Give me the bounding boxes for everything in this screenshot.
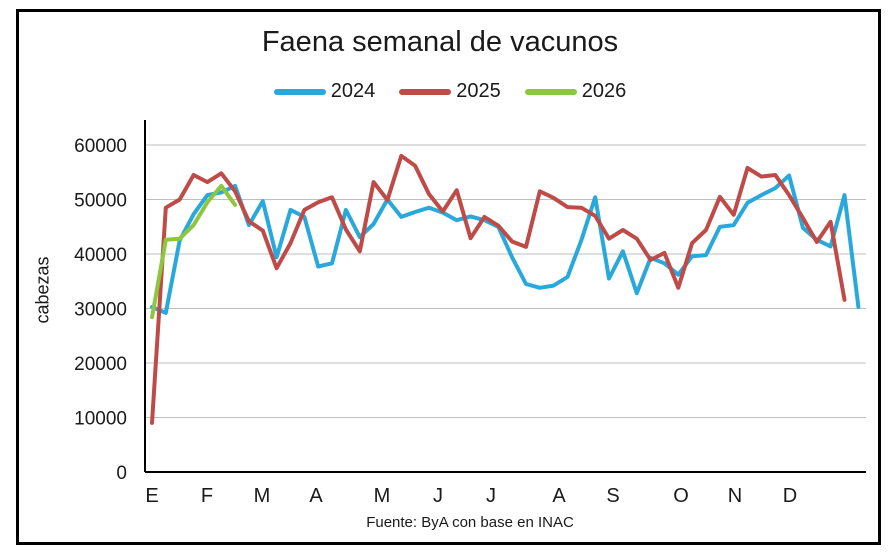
x-tick-label-month: N (728, 485, 742, 507)
series-line-2025 (150, 153, 847, 425)
chart-title: Faena semanal de vacunos (261, 26, 619, 58)
legend-label-2025: 2025 (456, 80, 501, 102)
x-tick-label-month: O (673, 485, 689, 507)
legend-swatch-2024 (273, 88, 326, 95)
y-tick-label: 60000 (74, 136, 127, 157)
y-tick-label: 0 (116, 463, 127, 484)
x-tick-label-month: D (783, 485, 797, 507)
x-tick-label-month: A (309, 485, 323, 507)
legend-swatch-2025 (399, 88, 452, 95)
x-tick-label-month: A (552, 485, 566, 507)
x-tick-label-month: M (374, 485, 391, 507)
legend-swatch-2026 (524, 88, 577, 95)
x-tick-label-month: M (254, 485, 271, 507)
legend-item-2026[interactable]: 2026 (524, 80, 627, 103)
y-tick-label: 20000 (74, 354, 127, 375)
x-tick-label-month: S (606, 485, 619, 507)
y-tick-label: 50000 (74, 191, 127, 212)
x-tick-label-month: F (201, 485, 213, 507)
legend-label-2024: 2024 (330, 80, 376, 102)
x-tick-label-month: J (433, 485, 443, 507)
y-tick-label: 40000 (74, 245, 127, 266)
y-tick-label: 10000 (74, 409, 127, 430)
series-line-2024 (150, 173, 861, 315)
x-tick-label-month: E (145, 485, 158, 507)
y-tick-label: 30000 (74, 300, 127, 321)
source-note: Fuente: ByA con base en INAC (366, 514, 574, 531)
legend-label-2026: 2026 (581, 80, 627, 102)
legend-item-2025[interactable]: 2025 (399, 80, 501, 103)
x-tick-label-month: J (486, 485, 496, 507)
legend-item-2024[interactable]: 2024 (273, 80, 376, 103)
chart-legend: 2024 2025 2026 (0, 80, 896, 103)
series-line-2026 (150, 183, 238, 320)
